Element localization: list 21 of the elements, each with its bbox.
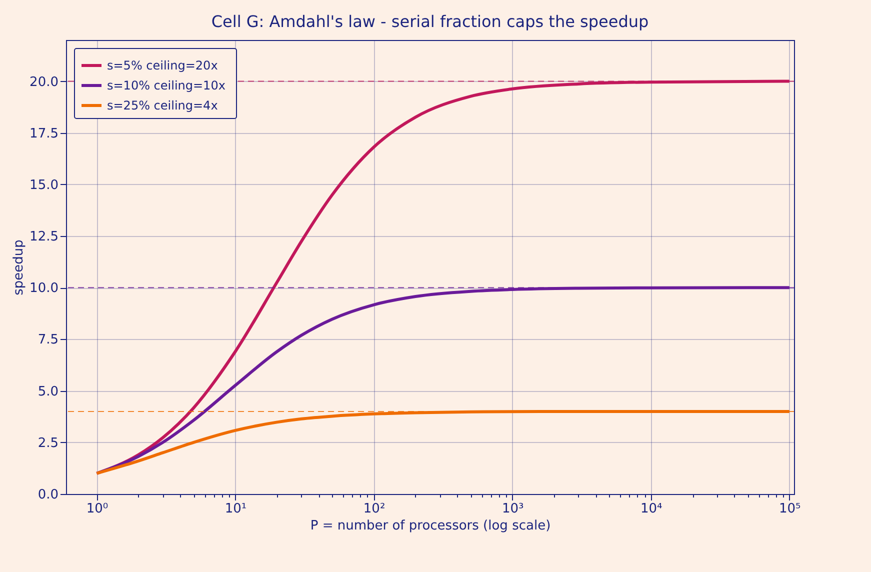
y-tick-label: 12.5: [30, 230, 58, 245]
y-tick-label: 7.5: [38, 332, 58, 348]
x-tick-label: 10¹: [224, 502, 247, 516]
y-tick-label: 10.0: [30, 281, 58, 296]
x-tick-label: 10⁵: [778, 502, 801, 516]
y-tick-label: 5.0: [38, 384, 58, 400]
x-tick-label: 10⁰: [86, 502, 108, 516]
legend-label: s=5% ceiling=20x: [107, 58, 218, 72]
y-tick-label: 2.5: [38, 436, 58, 451]
x-tick-label: 10⁴: [640, 502, 662, 516]
legend-label: s=10% ceiling=10x: [107, 78, 226, 92]
legend-label: s=25% ceiling=4x: [107, 98, 218, 112]
y-tick-label: 0.0: [38, 488, 58, 502]
y-axis-title: speedup: [12, 240, 27, 296]
y-tick-label: 20.0: [30, 74, 58, 90]
chart-title: Cell G: Amdahl's law - serial fraction caps the speedup: [211, 12, 649, 31]
x-tick-label: 10³: [502, 502, 524, 516]
x-tick-label: 10²: [363, 502, 386, 516]
y-tick-label: 15.0: [30, 178, 58, 193]
y-tick-label: 17.5: [30, 126, 58, 142]
x-axis-title: P = number of processors (log scale): [310, 518, 551, 534]
